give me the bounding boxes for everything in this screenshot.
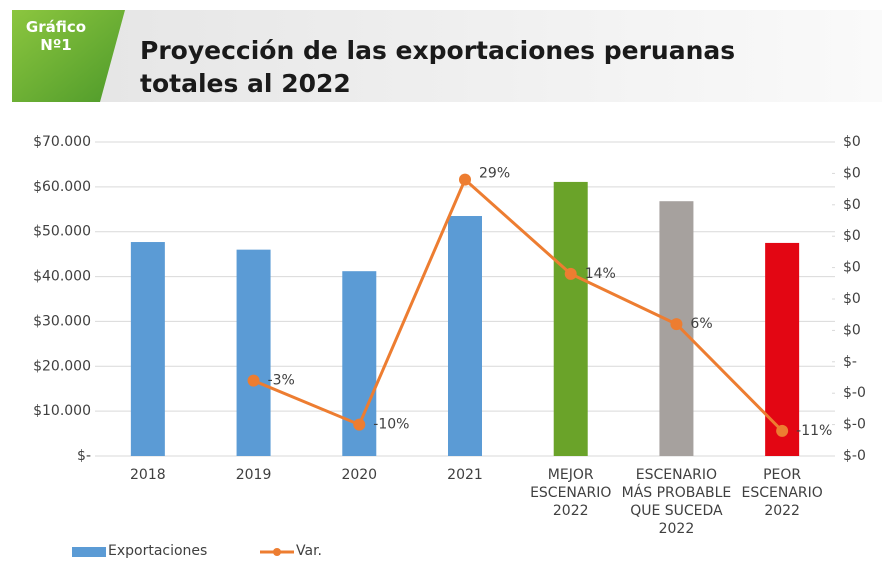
x-tick-label: 2019 [235, 467, 272, 483]
y-tick-label: $60.000 [33, 179, 91, 195]
bar [765, 242, 800, 456]
line [252, 177, 784, 432]
data-label: 29% [479, 166, 510, 182]
point [670, 318, 683, 331]
bar [236, 249, 271, 456]
chart-title: Proyección de las exportaciones peruanas… [140, 36, 736, 98]
y2-tick-label: $- [843, 354, 857, 370]
y2-tick-label: $0 [843, 228, 861, 244]
badge-shape [12, 10, 125, 102]
data-label: -3% [268, 373, 295, 389]
point [564, 267, 577, 280]
legend-swatch [72, 547, 106, 557]
y2-tick-label: $-0 [843, 417, 866, 433]
y2-tick-label: $0 [843, 260, 861, 276]
y2-tick-label: $-0 [843, 385, 866, 401]
x-tick-label: 2018 [130, 467, 166, 483]
y-tick-label: $70.000 [33, 134, 91, 150]
badge: Gráfico Nº1 [25, 18, 87, 54]
y-tick-label: $20.000 [33, 358, 91, 374]
legend-label: Exportaciones [108, 543, 208, 559]
point [459, 173, 471, 186]
x-tick-label: 2020 [341, 467, 378, 483]
x-tick-label: PEOR ESCENARIO 2022 [741, 467, 823, 519]
data-label: -10% [373, 417, 409, 433]
x-tick-label: MEJOR ESCENARIO 2022 [530, 467, 612, 519]
data-label: 14% [585, 266, 616, 282]
y-tick-label: $- [77, 448, 91, 464]
y2-tick-label: $0 [843, 134, 861, 150]
x-tick-label: 2021 [447, 467, 483, 483]
bar [448, 216, 482, 456]
bar [130, 242, 165, 456]
y-tick-label: $50.000 [33, 224, 91, 240]
data-label: 6% [690, 316, 712, 332]
y2-tick-label: $0 [843, 322, 861, 338]
legend-label: Var. [296, 543, 322, 559]
y2-tick-label: $0 [843, 291, 861, 307]
y-tick-label: $30.000 [33, 313, 91, 329]
point [247, 374, 260, 387]
y-tick-label: $10.000 [33, 403, 91, 419]
y2-tick-label: $0 [843, 197, 861, 213]
point [776, 424, 789, 437]
y-tick-label: $40.000 [33, 269, 91, 285]
bar [553, 181, 588, 456]
y2-tick-label: $-0 [843, 448, 866, 464]
x-tick-label: ESCENARIO MÁS PROBABLE QUE SUCEDA 2022 [621, 467, 732, 537]
y2-tick-label: $0 [843, 165, 861, 181]
data-label: -11% [796, 423, 832, 439]
legend-swatch [273, 548, 281, 556]
point [353, 418, 366, 431]
header-band [100, 10, 882, 102]
